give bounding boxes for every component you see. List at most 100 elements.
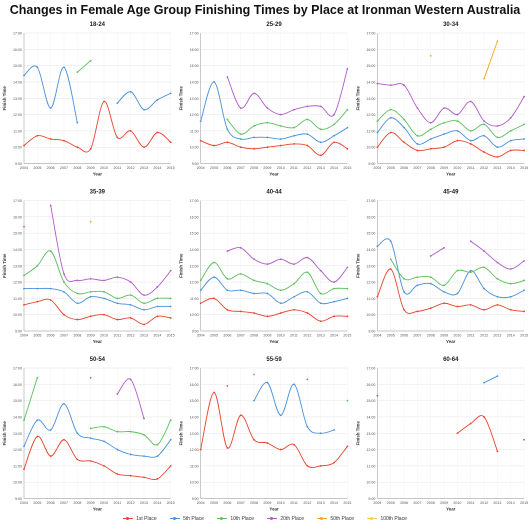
panel-18-24: 18-24 9:00 10:00 11:00 12:00 13:00 14:00 15:00 1… [2,22,175,177]
data-point-1st-place [483,308,485,311]
data-point-1st-place [213,391,215,394]
x-tick-label: 2013 [140,166,148,170]
x-tick-label: 2006 [223,334,231,338]
x-tick-label: 2015 [343,501,351,505]
data-point-10th-place [239,133,242,136]
x-tick-label: 2015 [343,166,351,170]
y-tick-label: 12:00 [366,448,375,452]
y-axis-label: Finish Time [2,421,7,446]
data-point-1st-place [469,304,472,306]
data-point-20th-place [239,246,242,249]
y-tick-label: 15:00 [13,399,22,403]
data-point-20th-place [239,107,242,109]
x-tick-label: 2006 [47,166,55,170]
data-point-20th-place [226,385,229,387]
y-axis-label: Finish Time [2,253,7,278]
data-point-10th-place [293,126,295,129]
y-tick-label: 10:00 [13,313,22,317]
data-point-5th-place [306,425,309,428]
data-point-1st-place [403,308,405,311]
y-tick-label: 14:00 [13,80,22,84]
data-point-1st-place [169,464,172,467]
x-tick-label: 2007 [413,334,421,338]
y-axis-label: Finish Time [179,421,184,446]
data-point-20th-place [319,105,322,108]
data-point-5th-place [23,74,25,77]
data-point-10th-place [319,292,322,295]
y-tick-label: 17:00 [190,367,199,371]
y-tick-label: 17:00 [13,32,22,36]
data-point-5th-place [169,305,172,308]
panel-55-59: 55-59 9:00 10:00 11:00 12:00 13:00 14:00 15:00 1… [179,357,352,512]
data-point-10th-place [346,287,349,290]
x-tick-label: 2007 [237,501,245,505]
series-line-5th-place [377,117,525,148]
data-point-1st-place [376,146,379,149]
data-point-1st-place [89,315,92,318]
x-tick-label: 2006 [400,334,408,338]
data-point-10th-place [129,430,132,433]
series-line-50th-place [483,41,498,79]
data-point-5th-place [76,432,79,435]
data-point-5th-place [156,305,159,308]
data-point-20th-place [333,113,335,116]
x-tick-label: 2011 [467,166,475,170]
data-point-20th-place [496,125,499,127]
legend-item-20th: 20th Place [267,516,304,522]
data-point-1st-place [293,308,295,311]
series-line-20th-place [377,83,525,127]
data-point-5th-place [116,302,119,305]
data-point-1st-place [293,143,295,145]
y-tick-label: 12:00 [13,448,22,452]
data-point-10th-place [23,419,25,422]
data-point-5th-place [403,126,405,129]
x-tick-label: 2009 [87,334,95,338]
x-tick-label: 2008 [250,166,258,170]
data-point-1st-place [199,302,202,305]
data-point-10th-place [89,59,92,62]
data-point-1st-place [49,455,52,457]
data-point-1st-place [199,448,202,451]
x-tick-label: 2008 [427,334,435,338]
data-point-10th-place [103,290,105,293]
data-point-20th-place [279,258,282,261]
series-line-1st-place [377,132,525,158]
y-tick-label: 15:00 [13,232,22,236]
y-tick-label: 9:00 [192,497,199,501]
series-line-20th-place [226,68,348,117]
y-tick-label: 9:00 [368,162,375,166]
x-tick-label: 2005 [387,501,395,505]
data-point-1st-place [279,312,282,314]
data-point-10th-place [169,419,172,422]
series-line-20th-place [430,247,445,257]
x-tick-label: 2012 [127,501,135,505]
data-point-5th-place [156,98,159,101]
data-point-1st-place [319,154,322,157]
x-tick-label: 2008 [73,334,81,338]
x-tick-label: 2010 [453,501,461,505]
data-point-1st-place [253,438,255,441]
panel-title: 50-54 [90,357,106,363]
data-point-1st-place [63,139,65,142]
series-line-5th-place [483,375,498,384]
data-point-5th-place [523,289,525,292]
data-point-5th-place [429,138,432,140]
legend-label: 5th Place [183,516,204,522]
data-point-20th-place [429,121,432,124]
data-point-5th-place [319,302,322,305]
data-point-10th-place [226,277,229,280]
y-tick-label: 16:00 [366,215,375,219]
y-tick-label: 16:00 [13,383,22,387]
data-point-5th-place [376,131,379,134]
data-point-5th-place [213,81,215,83]
panel-60-64: 60-64 9:00 10:00 11:00 12:00 13:00 14:00 15:00 1… [355,357,528,512]
x-tick-label: 2011 [113,501,121,505]
y-tick-label: 15:00 [366,64,375,68]
data-point-1st-place [266,146,269,149]
x-tick-label: 2013 [317,166,325,170]
data-point-5th-place [226,128,229,131]
y-tick-label: 17:00 [366,367,375,371]
data-point-1st-place [266,315,269,318]
y-tick-label: 14:00 [190,80,199,84]
series-line-10th-place [200,262,348,295]
